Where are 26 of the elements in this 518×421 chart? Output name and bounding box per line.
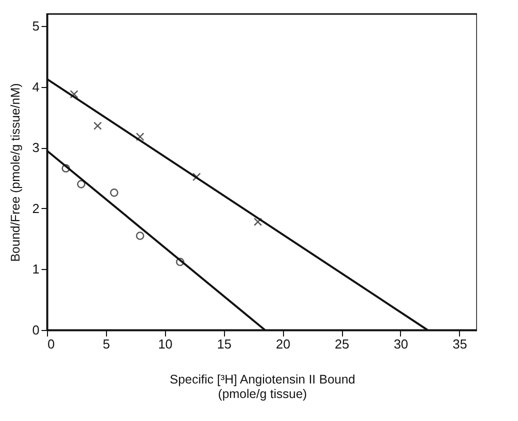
point [176, 258, 184, 266]
x-tick-label: 30 [394, 336, 408, 352]
x-tick-label: 0 [48, 336, 55, 352]
point [70, 90, 78, 98]
y-tick-label: 4 [32, 79, 40, 94]
x-tick-label: 10 [158, 336, 173, 352]
y-tick-label: 5 [32, 18, 40, 34]
x-tick-label: 15 [216, 336, 232, 352]
point [93, 122, 102, 130]
point [192, 172, 201, 182]
y-tick-label: 3 [32, 140, 40, 156]
point [76, 180, 86, 188]
y-tick-label: 1 [32, 262, 40, 277]
y-tick-label: 2 [32, 200, 40, 216]
y-axis-title: Bound/Free (pmole/g tissue/nM) [8, 83, 22, 262]
x-tick-label: 35 [452, 336, 468, 352]
point [110, 188, 118, 197]
x-tick-label: 25 [334, 336, 350, 352]
y-tick-label: 0 [32, 322, 40, 338]
x-tick-label: 5 [102, 336, 110, 352]
x-axis-title: Specific [³H] Angiotensin II Bound (pmole/g tissue) [170, 372, 356, 401]
point [62, 164, 70, 173]
point [136, 232, 144, 240]
point [254, 218, 262, 226]
x-tick-label: 20 [276, 336, 290, 352]
point [136, 132, 144, 141]
